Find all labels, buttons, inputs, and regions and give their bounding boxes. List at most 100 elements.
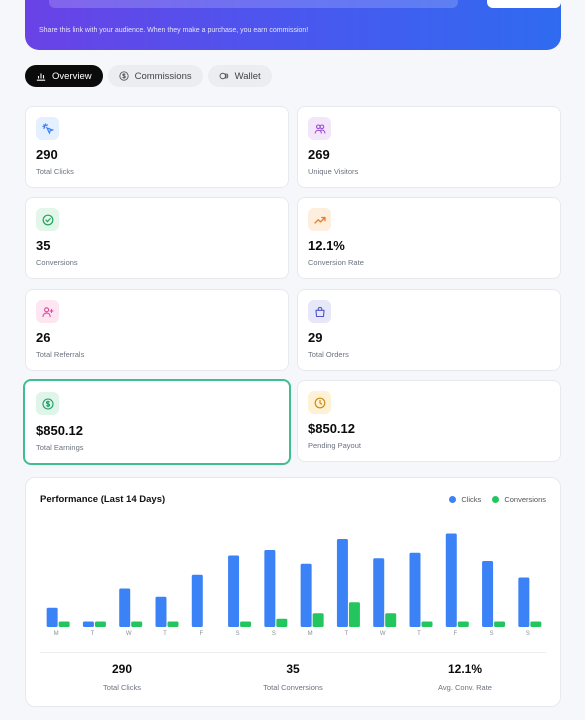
stat-card-unique-visitors: 269 Unique Visitors [297,106,561,188]
bar-clicks [46,607,58,627]
x-tick-label: S [526,631,530,637]
check-circle-icon [42,214,53,225]
x-tick-label: T [345,631,349,637]
bar-clicks [155,596,167,627]
dollar-circle-icon [41,397,54,410]
stat-card-total-clicks: 290 Total Clicks [25,106,289,188]
bar-conversions [457,621,469,627]
tab-bar: Overview Commissions Wallet [25,65,272,87]
chart-legend: Clicks Conversions [449,495,546,504]
x-tick-label: T [91,631,95,637]
bar-clicks [228,555,240,627]
bar-conversions [167,621,179,627]
bar-clicks [482,561,494,627]
user-plus-icon [41,306,54,317]
bar-conversions [385,613,397,627]
stat-label: Conversion Rate [308,258,364,267]
stat-label: Conversions [36,258,78,267]
x-tick-label: S [490,631,494,637]
tab-overview[interactable]: Overview [25,65,103,87]
stat-label: Total Clicks [36,167,74,176]
x-tick-label: M [54,631,59,637]
bar-clicks [336,539,348,627]
tab-commissions[interactable]: Commissions [107,65,203,87]
summary-label: Total Conversions [263,683,323,692]
bar-conversions [131,621,143,627]
stat-icon-wrap [308,208,331,231]
bar-conversions [530,621,542,627]
tab-commissions-label: Commissions [134,70,192,82]
stat-label: Unique Visitors [308,167,359,176]
performance-chart-panel: Performance (Last 14 Days) Clicks Conver… [25,477,561,707]
banner-hint: Share this link with your audience. When… [39,27,309,34]
x-tick-label: W [380,631,386,637]
bar-chart-icon [36,73,46,81]
x-tick-label: S [236,631,240,637]
referral-link-banner: Share this link with your audience. When… [25,0,561,50]
dollar-circle-icon [118,71,129,81]
stat-card-pending-payout: $850.12 Pending Payout [297,380,561,462]
bar-clicks [445,533,457,627]
bar-clicks [82,621,94,627]
tab-wallet-label: Wallet [234,70,261,82]
bar-conversions [94,621,106,627]
bar-conversions [312,613,324,627]
x-tick-label: F [199,631,203,637]
stat-value: 26 [36,330,51,345]
stat-card-total-referrals: 26 Total Referrals [25,289,289,371]
stat-icon-wrap [308,391,331,414]
shopping-bag-icon [314,306,325,317]
cursor-click-icon [41,122,54,135]
stat-value: 290 [36,147,58,162]
stat-card-conversion-rate: 12.1% Conversion Rate [297,197,561,279]
legend-label-conversions: Conversions [504,495,546,504]
bar-clicks [518,577,530,627]
bar-clicks [409,552,421,627]
stat-value: $850.12 [36,423,83,438]
coins-icon [219,72,228,80]
bar-clicks [373,558,385,627]
tab-overview-label: Overview [52,70,92,82]
summary-avg-conv-rate: 12.1% Avg. Conv. Rate [385,662,545,692]
summary-value: 12.1% [447,662,483,676]
bar-clicks [119,588,131,627]
summary-total-clicks: 290 Total Clicks [42,662,202,692]
stat-label: Total Orders [308,350,349,359]
summary-total-conversions: 35 Total Conversions [213,662,373,692]
bar-conversions [421,621,433,627]
bar-clicks [264,550,276,627]
summary-label: Total Clicks [103,683,141,692]
legend-item-clicks: Clicks [449,495,481,504]
x-tick-label: S [272,631,276,637]
legend-dot-clicks [449,496,457,503]
referral-link-field[interactable] [49,0,458,8]
stat-icon-wrap [36,392,59,415]
stat-card-total-earnings: $850.12 Total Earnings [23,379,291,465]
x-tick-label: M [308,631,313,637]
stat-icon-wrap [36,208,59,231]
clock-icon [314,397,325,408]
bar-conversions [276,618,288,627]
copy-link-button[interactable] [487,0,561,8]
users-icon [314,123,325,134]
summary-value: 35 [286,662,300,676]
x-tick-label: T [163,631,167,637]
stat-value: 269 [308,147,330,162]
tab-wallet[interactable]: Wallet [207,65,272,87]
stat-icon-wrap [308,300,331,323]
summary-label: Avg. Conv. Rate [438,683,492,692]
stat-value: 29 [308,330,323,345]
stat-label: Total Earnings [36,443,84,452]
bar-conversions [348,602,360,627]
summary-value: 290 [111,662,133,676]
x-tick-label: F [453,631,457,637]
stat-card-total-orders: 29 Total Orders [297,289,561,371]
x-tick-label: W [126,631,132,637]
stat-value: 12.1% [308,238,345,253]
chart-title: Performance (Last 14 Days) [40,494,166,505]
bar-conversions [58,621,70,627]
stat-card-conversions: 35 Conversions [25,197,289,279]
stat-value: $850.12 [308,421,355,436]
bar-clicks [300,563,312,627]
